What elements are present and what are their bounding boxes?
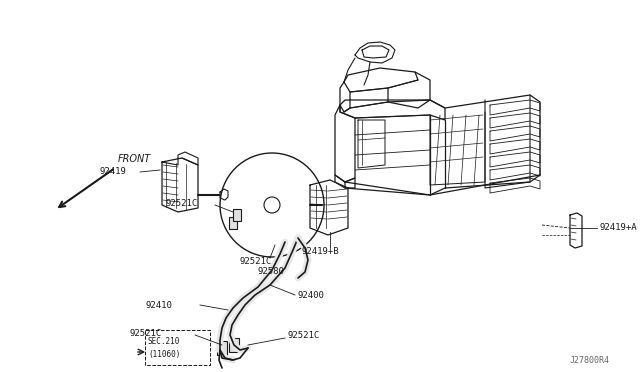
Text: 92580: 92580 <box>258 267 285 276</box>
Text: 92419+A: 92419+A <box>599 224 637 232</box>
Text: 92410: 92410 <box>145 301 172 310</box>
Text: 92419: 92419 <box>100 167 127 176</box>
Bar <box>229 217 237 229</box>
Text: (11060): (11060) <box>148 350 180 359</box>
Text: 92400: 92400 <box>297 291 324 299</box>
Text: 92419+B: 92419+B <box>302 247 340 257</box>
Text: 92521C: 92521C <box>130 328 163 337</box>
Text: 92521C: 92521C <box>287 331 319 340</box>
Text: 92521C: 92521C <box>240 257 272 266</box>
Bar <box>233 209 241 221</box>
Text: FRONT: FRONT <box>118 154 151 164</box>
Text: J27800R4: J27800R4 <box>570 356 610 365</box>
Bar <box>229 338 239 352</box>
Text: SEC.210: SEC.210 <box>148 337 180 346</box>
Text: 92521C: 92521C <box>165 199 197 208</box>
Bar <box>217 341 227 355</box>
